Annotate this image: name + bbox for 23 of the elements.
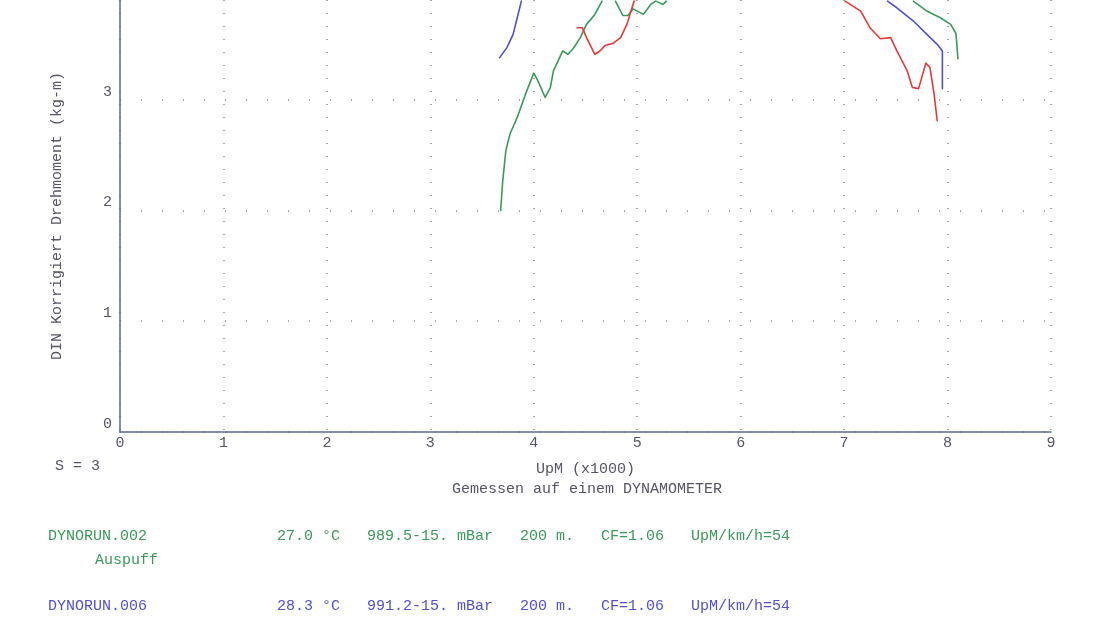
x-tick-label: 8 (943, 435, 953, 452)
x-tick-label: 9 (1046, 435, 1056, 452)
text: Gemessen auf einem DYNAMOMETER (451, 481, 723, 498)
text: DYNORUN.002 (48, 528, 148, 545)
x-tick-label: 4 (529, 435, 539, 452)
text: Auspuff (95, 552, 159, 569)
x-tick-label: 6 (736, 435, 746, 452)
x-tick-label: 3 (425, 435, 435, 452)
y-tick-label: 0 (102, 416, 112, 433)
x-tick-label: 2 (322, 435, 332, 452)
x-tick-label: 1 (218, 435, 228, 452)
x-axis-title: UpM (x1000) (535, 461, 636, 478)
x-tick-label: 0 (115, 435, 125, 452)
text: 27.0 °C 989.5-15. mBar 200 m. CF=1.06 UpM/km/h=54 (277, 528, 791, 545)
y-axis-title: DIN Korrigiert Drehmoment (kg-m) (49, 71, 66, 361)
x-tick-label: 7 (839, 435, 849, 452)
text: 28.3 °C 991.2-15. mBar 200 m. CF=1.06 UpM/km/h=54 (277, 598, 791, 615)
text: S = 3 (55, 458, 101, 475)
y-tick-label: 3 (102, 83, 112, 101)
x-tick-label: 5 (632, 435, 642, 452)
y-tick-label: 1 (102, 305, 112, 323)
y-tick-label: 2 (102, 194, 112, 212)
text: DYNORUN.006 (48, 598, 148, 615)
